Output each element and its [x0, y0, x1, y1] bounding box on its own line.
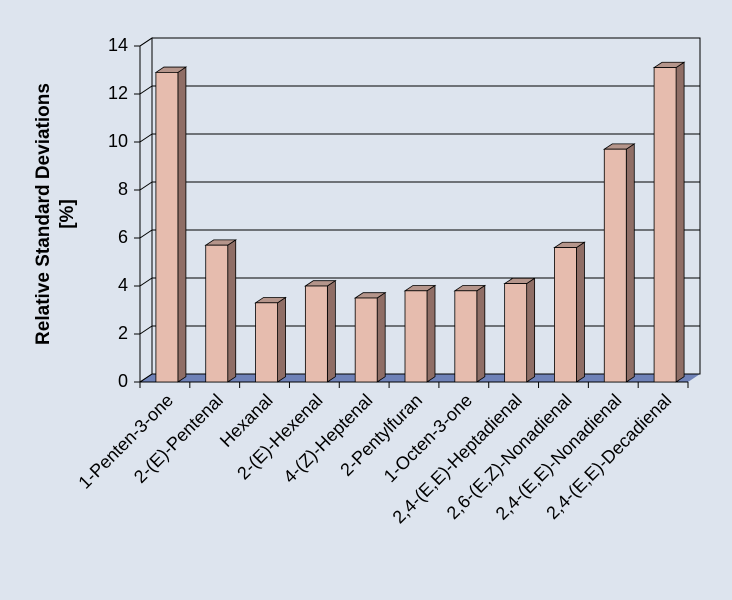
bar-side — [177, 66, 187, 383]
grid-line-side — [139, 277, 153, 287]
bar-side — [277, 296, 286, 383]
y-tick-label: 14 — [108, 35, 128, 55]
bar — [155, 72, 179, 383]
grid-line-side — [139, 325, 153, 335]
bar — [603, 148, 627, 383]
bar — [205, 244, 229, 383]
grid-line-side — [139, 85, 153, 95]
y-tick-label: 10 — [108, 131, 128, 151]
y-tick-label: 0 — [118, 371, 128, 391]
bar — [554, 247, 577, 383]
grid-line-side — [139, 373, 153, 383]
bar — [653, 67, 677, 383]
bar — [304, 285, 328, 383]
grid-line-side — [139, 181, 153, 191]
bar — [404, 290, 428, 383]
bar-side — [376, 291, 386, 383]
y-axis-label: [%] — [57, 199, 78, 229]
bar-side — [326, 279, 336, 383]
bar — [454, 290, 478, 383]
bar-side — [576, 241, 585, 383]
y-tick-label: 4 — [118, 275, 128, 295]
y-tick-label: 12 — [108, 83, 128, 103]
bar-side — [526, 277, 536, 383]
grid-line-side — [139, 229, 153, 239]
grid-line-side — [139, 133, 153, 143]
bar — [255, 302, 278, 383]
y-tick-label: 8 — [118, 179, 128, 199]
bar-side — [426, 284, 436, 383]
bar-side — [625, 143, 635, 383]
bar — [354, 297, 378, 383]
bar-side — [476, 284, 486, 383]
y-tick-label: 6 — [118, 227, 128, 247]
y-axis-label: Relative Standard Deviations — [33, 83, 54, 345]
bar-side — [675, 61, 685, 383]
grid-line-side — [139, 37, 153, 47]
y-tick-label: 2 — [118, 323, 128, 343]
bar-side — [227, 239, 237, 383]
bar — [504, 283, 528, 383]
